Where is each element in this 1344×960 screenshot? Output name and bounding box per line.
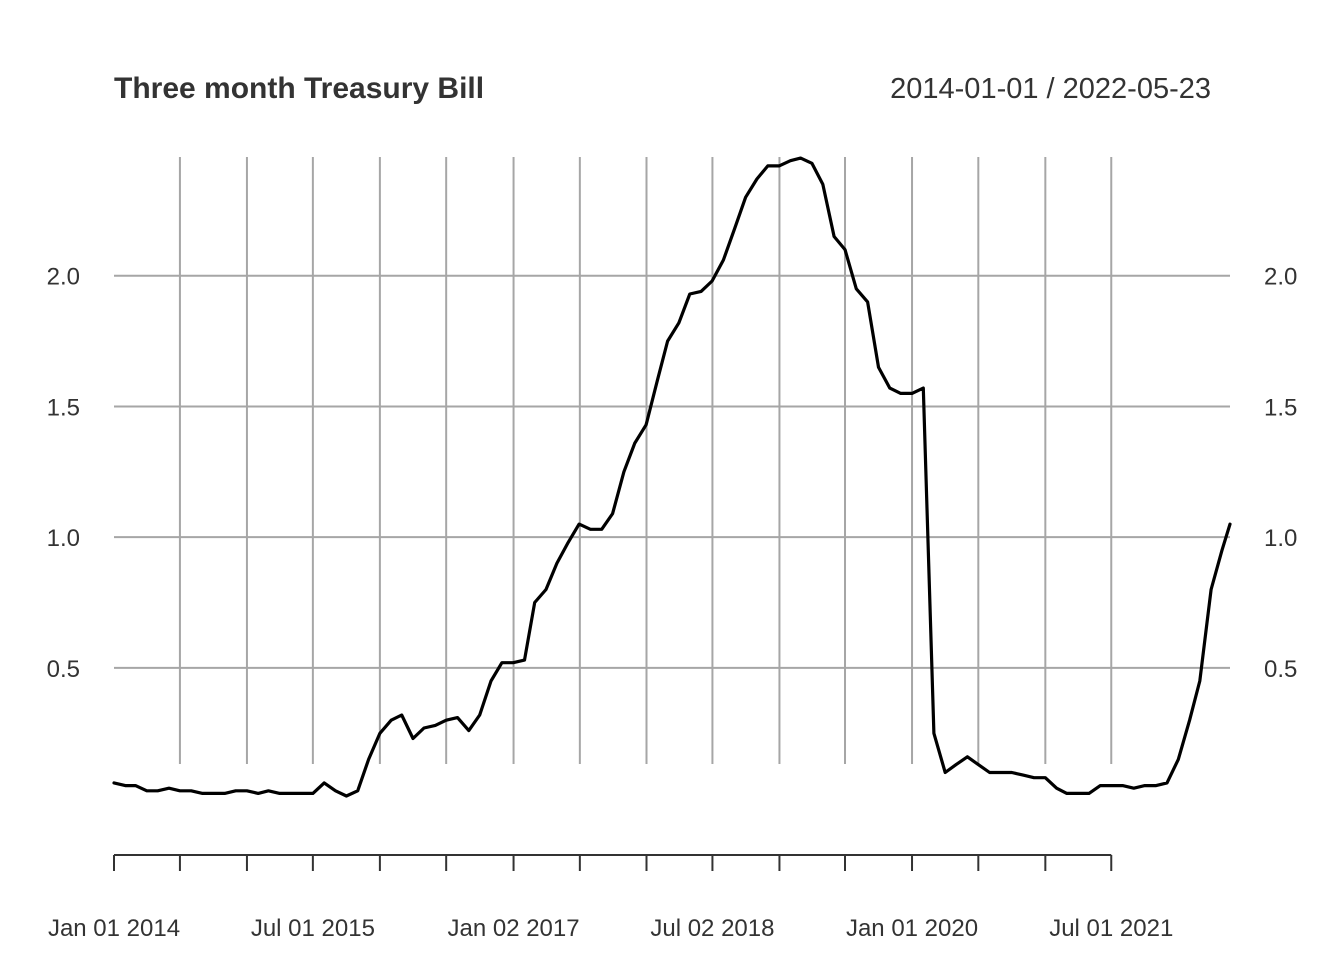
chart-title: Three month Treasury Bill bbox=[114, 72, 484, 105]
x-axis-labels: Jan 01 2014 Jul 01 2015 Jan 02 2017 Jul 02 … bbox=[48, 915, 1173, 942]
y-axis-labels: 0.5 0.5 1.0 1.0 1.5 1.5 2.0 2.0 bbox=[47, 264, 1298, 683]
grid-layer bbox=[114, 157, 1230, 764]
y-tick-label-left: 2.0 bbox=[47, 264, 80, 291]
x-tick-label: Jul 01 2015 bbox=[251, 915, 375, 942]
y-tick-label-left: 0.5 bbox=[47, 656, 80, 683]
series-layer bbox=[112, 156, 1232, 798]
y-tick-label-left: 1.0 bbox=[47, 525, 80, 552]
x-tick-label: Jan 01 2020 bbox=[846, 915, 978, 942]
y-tick-label-right: 0.5 bbox=[1264, 656, 1297, 683]
date-range-label: 2014-01-01 / 2022-05-23 bbox=[890, 73, 1211, 105]
y-tick-label-left: 1.5 bbox=[47, 394, 80, 421]
x-tick-label: Jul 02 2018 bbox=[650, 915, 774, 942]
series-line-tbill bbox=[112, 156, 1232, 798]
x-tick-label: Jul 01 2021 bbox=[1049, 915, 1173, 942]
y-tick-label-right: 2.0 bbox=[1264, 264, 1297, 291]
x-tick-label: Jan 02 2017 bbox=[447, 915, 579, 942]
x-tick-label: Jan 01 2014 bbox=[48, 915, 180, 942]
y-tick-label-right: 1.5 bbox=[1264, 394, 1297, 421]
y-tick-label-right: 1.0 bbox=[1264, 525, 1297, 552]
x-axis bbox=[113, 854, 1113, 871]
